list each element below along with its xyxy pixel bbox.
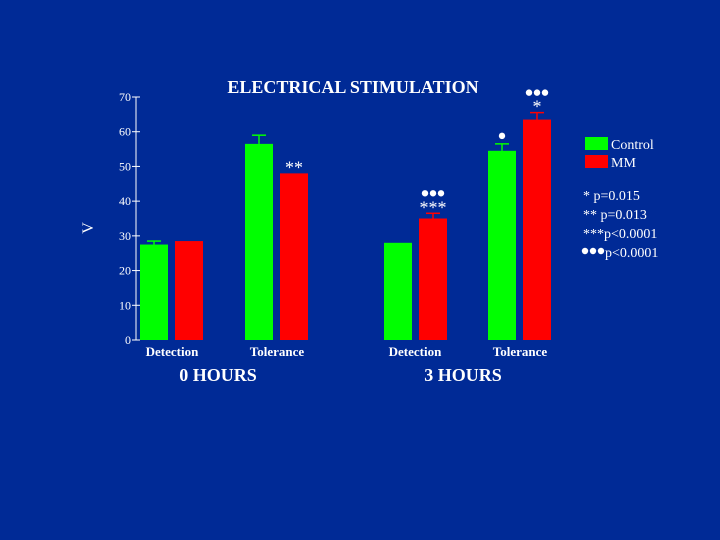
significance-asterisks: ** — [285, 157, 303, 177]
legend-swatch — [585, 137, 608, 150]
y-tick-label: 60 — [119, 125, 131, 139]
significance-dot — [498, 132, 506, 140]
bar — [245, 143, 273, 340]
stats-notes: * p=0.015 ** p=0.013 ***p<0.0001 p<0.0001 — [581, 189, 658, 261]
legend-swatch — [585, 155, 608, 168]
group-label: 3 HOURS — [424, 365, 502, 385]
significance-asterisks: *** — [420, 197, 447, 217]
bar — [175, 241, 203, 340]
stats-dot — [597, 247, 605, 255]
y-tick-label: 70 — [119, 90, 131, 104]
bar — [140, 244, 168, 340]
significance-dot — [525, 89, 533, 96]
stats-dot — [581, 247, 589, 255]
stats-note: ***p<0.0001 — [583, 227, 657, 242]
bar — [280, 173, 308, 340]
stats-note: * p=0.015 — [583, 189, 640, 204]
significance-asterisks: * — [533, 97, 542, 117]
significance-dot — [533, 89, 541, 96]
y-axis-label: V — [80, 222, 97, 234]
bar — [523, 119, 551, 340]
category-label: Detection — [146, 344, 199, 359]
bar — [384, 242, 412, 340]
stats-note: p<0.0001 — [605, 246, 658, 261]
stats-dot — [589, 247, 597, 255]
chart-title: ELECTRICAL STIMULATION — [227, 77, 478, 97]
y-tick-label: 30 — [119, 229, 131, 243]
bar — [419, 218, 447, 340]
group-label: 0 HOURS — [179, 365, 257, 385]
y-axis: 0 10 20 30 40 50 60 70 — [119, 90, 140, 347]
bars — [140, 111, 551, 340]
category-label: Tolerance — [250, 344, 305, 359]
significance-dot — [421, 190, 429, 197]
significance-dot — [541, 89, 549, 96]
significance-dot — [437, 190, 445, 197]
y-tick-label: 50 — [119, 159, 131, 173]
legend-label: Control — [611, 138, 654, 153]
y-tick-label: 0 — [125, 333, 131, 347]
y-tick-label: 40 — [119, 194, 131, 208]
category-label: Detection — [389, 344, 442, 359]
y-tick-label: 20 — [119, 264, 131, 278]
bar — [488, 150, 516, 340]
y-tick-label: 10 — [119, 298, 131, 312]
category-labels: Detection Tolerance 0 HOURS Detection Tolera… — [146, 344, 548, 385]
significance-dot — [429, 190, 437, 197]
stats-note: ** p=0.013 — [583, 208, 647, 223]
significance-markers: ****** — [285, 89, 549, 217]
category-label: Tolerance — [493, 344, 548, 359]
legend: Control MM — [585, 137, 654, 171]
legend-label: MM — [611, 156, 636, 171]
